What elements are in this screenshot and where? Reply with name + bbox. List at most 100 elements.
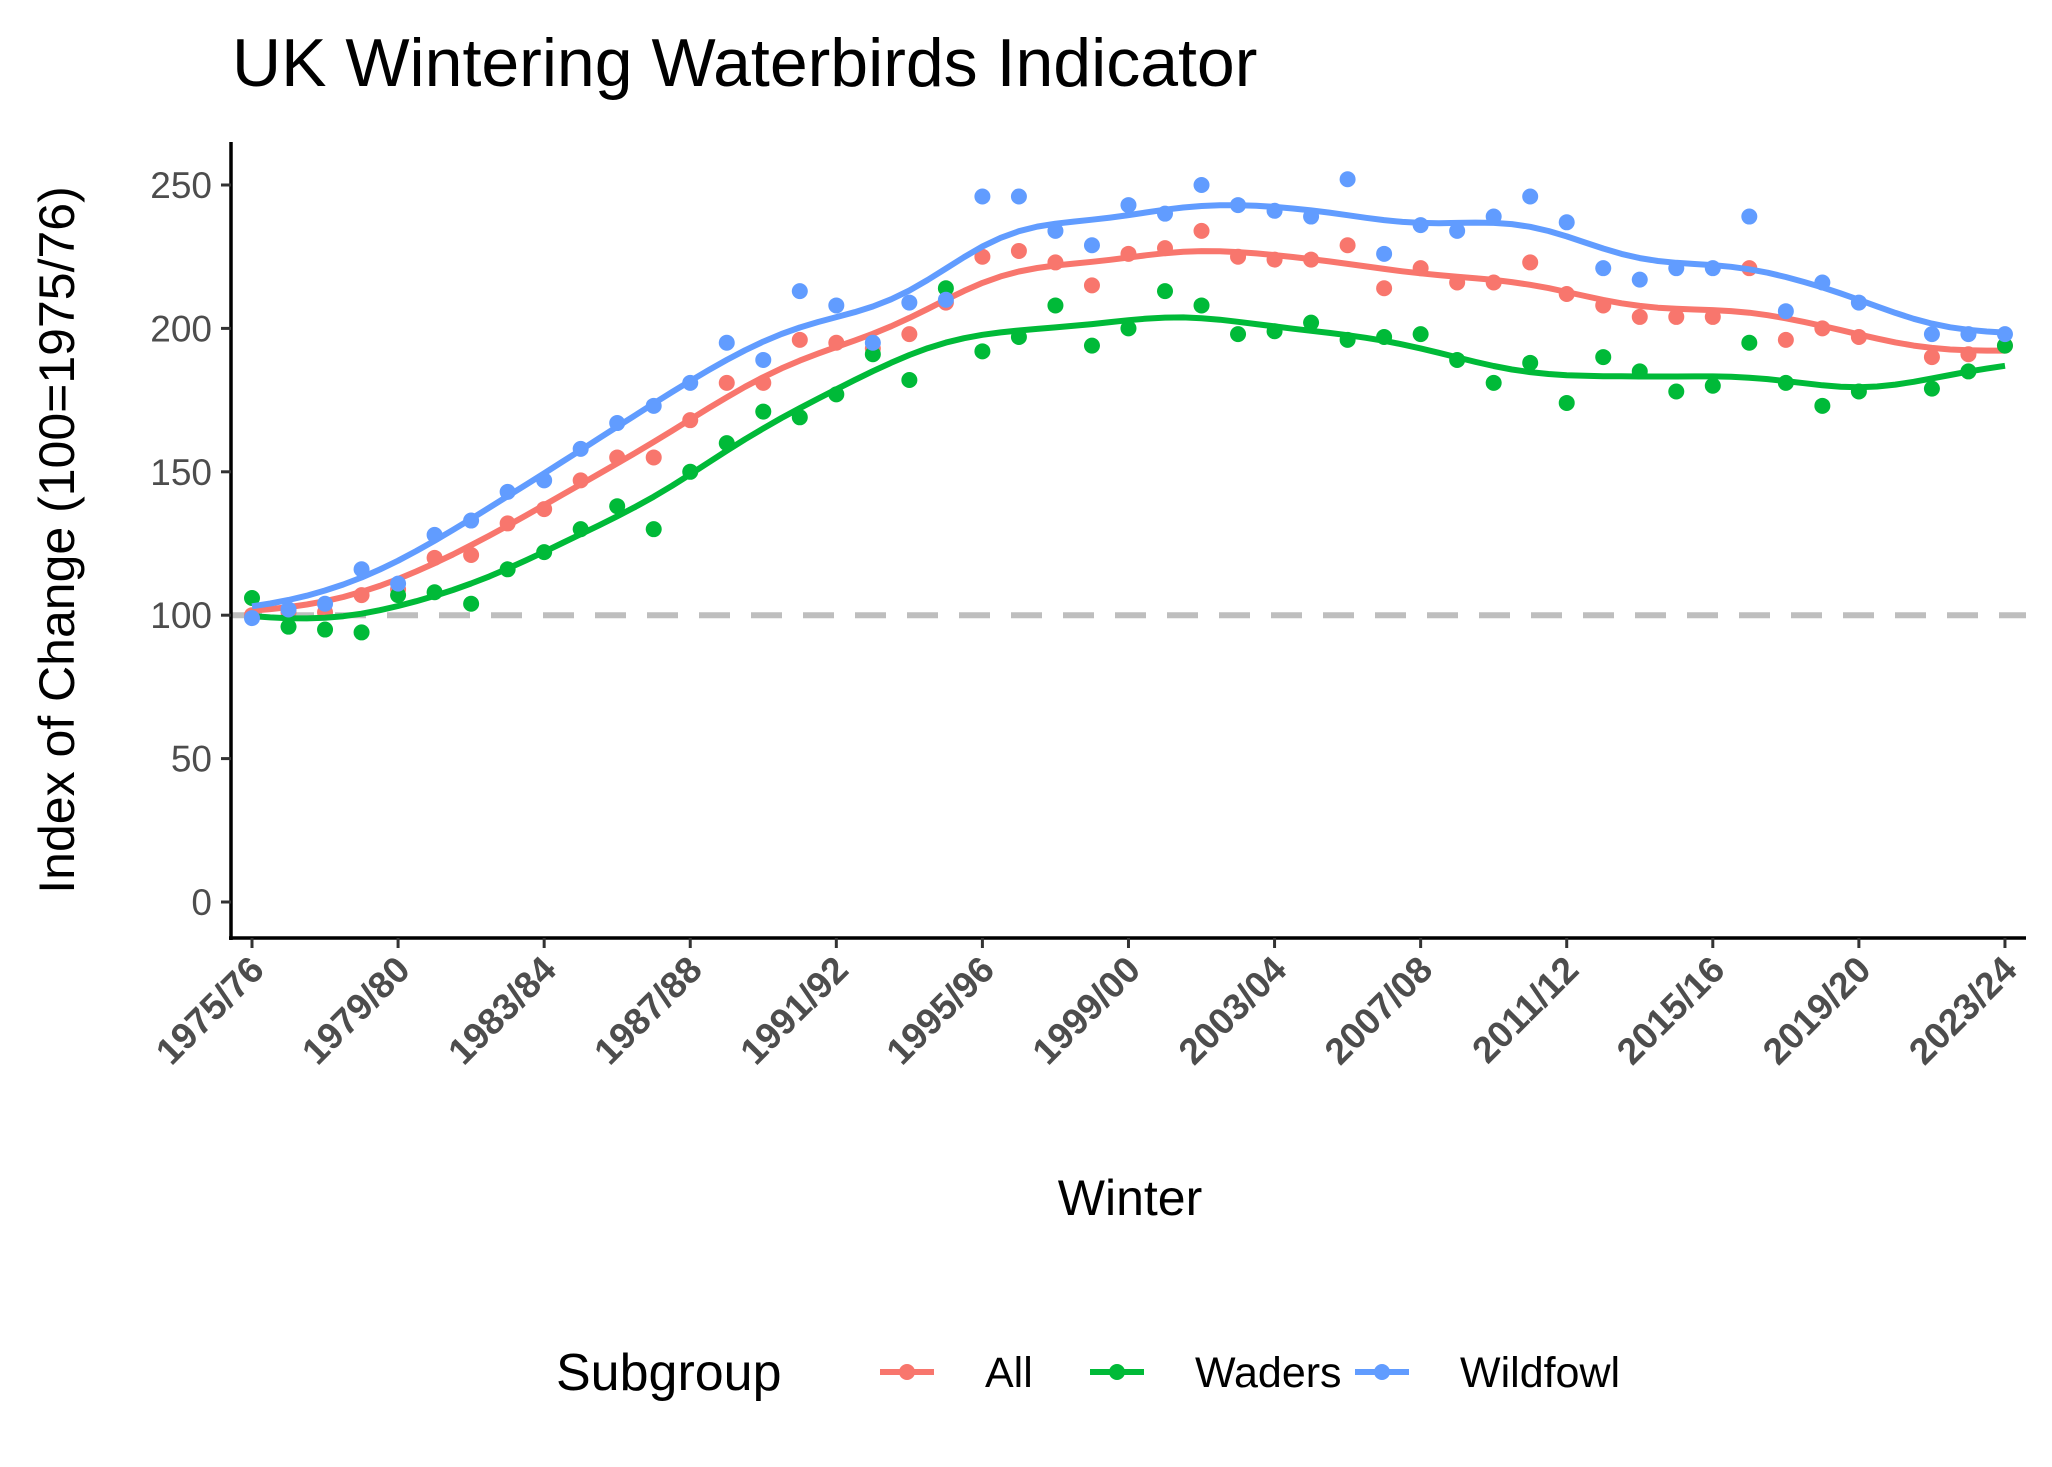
legend-key-point <box>899 1364 915 1380</box>
data-point-all <box>791 331 808 348</box>
data-point-all <box>1704 308 1721 325</box>
data-point-wildfowl <box>1814 274 1831 291</box>
data-point-waders <box>1010 329 1027 346</box>
data-point-waders <box>463 595 480 612</box>
x-tick-label: 1975/76 <box>148 949 272 1073</box>
data-point-wildfowl <box>426 526 443 543</box>
data-point-wildfowl <box>1339 171 1356 188</box>
x-tick-label: 1999/00 <box>1025 949 1149 1073</box>
data-point-waders <box>974 343 991 360</box>
x-tick-label: 2007/08 <box>1317 949 1441 1073</box>
y-axis-ticks: 0 50 100 150 200 250 <box>150 165 231 923</box>
data-point-all <box>572 472 589 489</box>
data-point-all <box>499 515 516 532</box>
data-point-wildfowl <box>718 334 735 351</box>
data-point-all <box>1449 274 1466 291</box>
data-point-waders <box>390 587 407 604</box>
data-point-wildfowl <box>536 472 553 489</box>
data-point-wildfowl <box>1850 294 1867 311</box>
data-point-waders <box>682 463 699 480</box>
data-point-waders <box>1631 363 1648 380</box>
x-tick-label: 1987/88 <box>586 949 710 1073</box>
data-point-waders <box>1047 297 1064 314</box>
legend-label: Wildfowl <box>1460 1349 1620 1397</box>
data-point-waders <box>937 280 954 297</box>
data-point-wildfowl <box>609 415 626 432</box>
data-point-all <box>1668 308 1685 325</box>
plot-area <box>231 171 2026 641</box>
data-point-waders <box>1157 283 1173 300</box>
legend-key-point <box>1109 1364 1125 1380</box>
data-point-wildfowl <box>1741 208 1758 225</box>
data-point-waders <box>864 346 881 363</box>
data-point-wildfowl <box>353 561 370 578</box>
data-point-waders <box>244 589 260 606</box>
data-point-all <box>1266 251 1283 268</box>
data-point-wildfowl <box>1449 222 1466 239</box>
data-point-all <box>1522 254 1539 271</box>
data-point-wildfowl <box>937 291 954 308</box>
legend-item-wildfowl: Wildfowl <box>1355 1349 1620 1397</box>
series-waders <box>244 280 2013 641</box>
data-point-all <box>718 374 735 391</box>
data-point-wildfowl <box>1668 260 1685 277</box>
legend-label: Waders <box>1195 1349 1342 1397</box>
data-point-wildfowl <box>1120 197 1137 214</box>
data-point-wildfowl <box>682 374 699 391</box>
data-point-all <box>536 501 553 518</box>
data-point-all <box>1376 280 1393 297</box>
data-point-wildfowl <box>1595 260 1612 277</box>
x-tick-label: 1979/80 <box>294 949 418 1073</box>
data-point-wildfowl <box>390 575 407 592</box>
data-point-all <box>1850 329 1867 346</box>
data-point-all <box>1193 222 1210 239</box>
data-point-wildfowl <box>1230 197 1247 214</box>
data-point-wildfowl <box>1412 217 1429 234</box>
data-point-waders <box>828 386 845 403</box>
data-point-all <box>426 549 443 566</box>
chart-title: UK Wintering Waterbirds Indicator <box>232 25 1257 101</box>
data-point-wildfowl <box>1157 205 1173 222</box>
data-point-waders <box>609 498 626 515</box>
data-point-wildfowl <box>755 351 772 368</box>
data-point-wildfowl <box>791 283 808 300</box>
data-point-all <box>901 326 918 343</box>
y-tick-label: 200 <box>150 308 212 349</box>
x-axis-title: Winter <box>1058 1170 1202 1226</box>
data-point-wildfowl <box>1996 326 2013 343</box>
data-point-wildfowl <box>974 188 991 205</box>
y-tick-label: 150 <box>150 452 212 493</box>
data-point-all <box>1485 274 1502 291</box>
data-point-all <box>828 334 845 351</box>
legend-item-waders: Waders <box>1090 1349 1342 1397</box>
data-point-all <box>1923 349 1940 366</box>
data-point-wildfowl <box>1047 222 1064 239</box>
data-point-wildfowl <box>645 397 662 414</box>
data-point-all <box>1777 331 1794 348</box>
data-point-waders <box>1960 363 1977 380</box>
data-point-waders <box>1668 383 1685 400</box>
data-point-wildfowl <box>1010 188 1027 205</box>
data-point-waders <box>1850 383 1867 400</box>
data-point-waders <box>755 403 772 420</box>
data-point-all <box>1631 308 1648 325</box>
data-point-wildfowl <box>1631 271 1648 288</box>
data-point-wildfowl <box>1558 214 1575 231</box>
data-point-all <box>609 449 626 466</box>
data-point-waders <box>1741 334 1758 351</box>
data-point-wildfowl <box>1083 237 1100 254</box>
data-point-waders <box>1193 297 1210 314</box>
data-point-all <box>353 587 370 604</box>
data-point-all <box>1814 320 1831 337</box>
y-tick-label: 0 <box>191 882 212 923</box>
data-point-all <box>463 546 480 563</box>
data-point-all <box>1047 254 1064 271</box>
legend: Subgroup All Waders Wildfowl <box>556 1344 1620 1402</box>
data-point-waders <box>1230 326 1247 343</box>
series-wildfowl <box>244 171 2013 627</box>
data-point-waders <box>718 435 735 452</box>
data-point-wildfowl <box>244 610 260 627</box>
data-point-wildfowl <box>317 595 334 612</box>
data-point-waders <box>1485 374 1502 391</box>
data-point-waders <box>426 584 443 601</box>
